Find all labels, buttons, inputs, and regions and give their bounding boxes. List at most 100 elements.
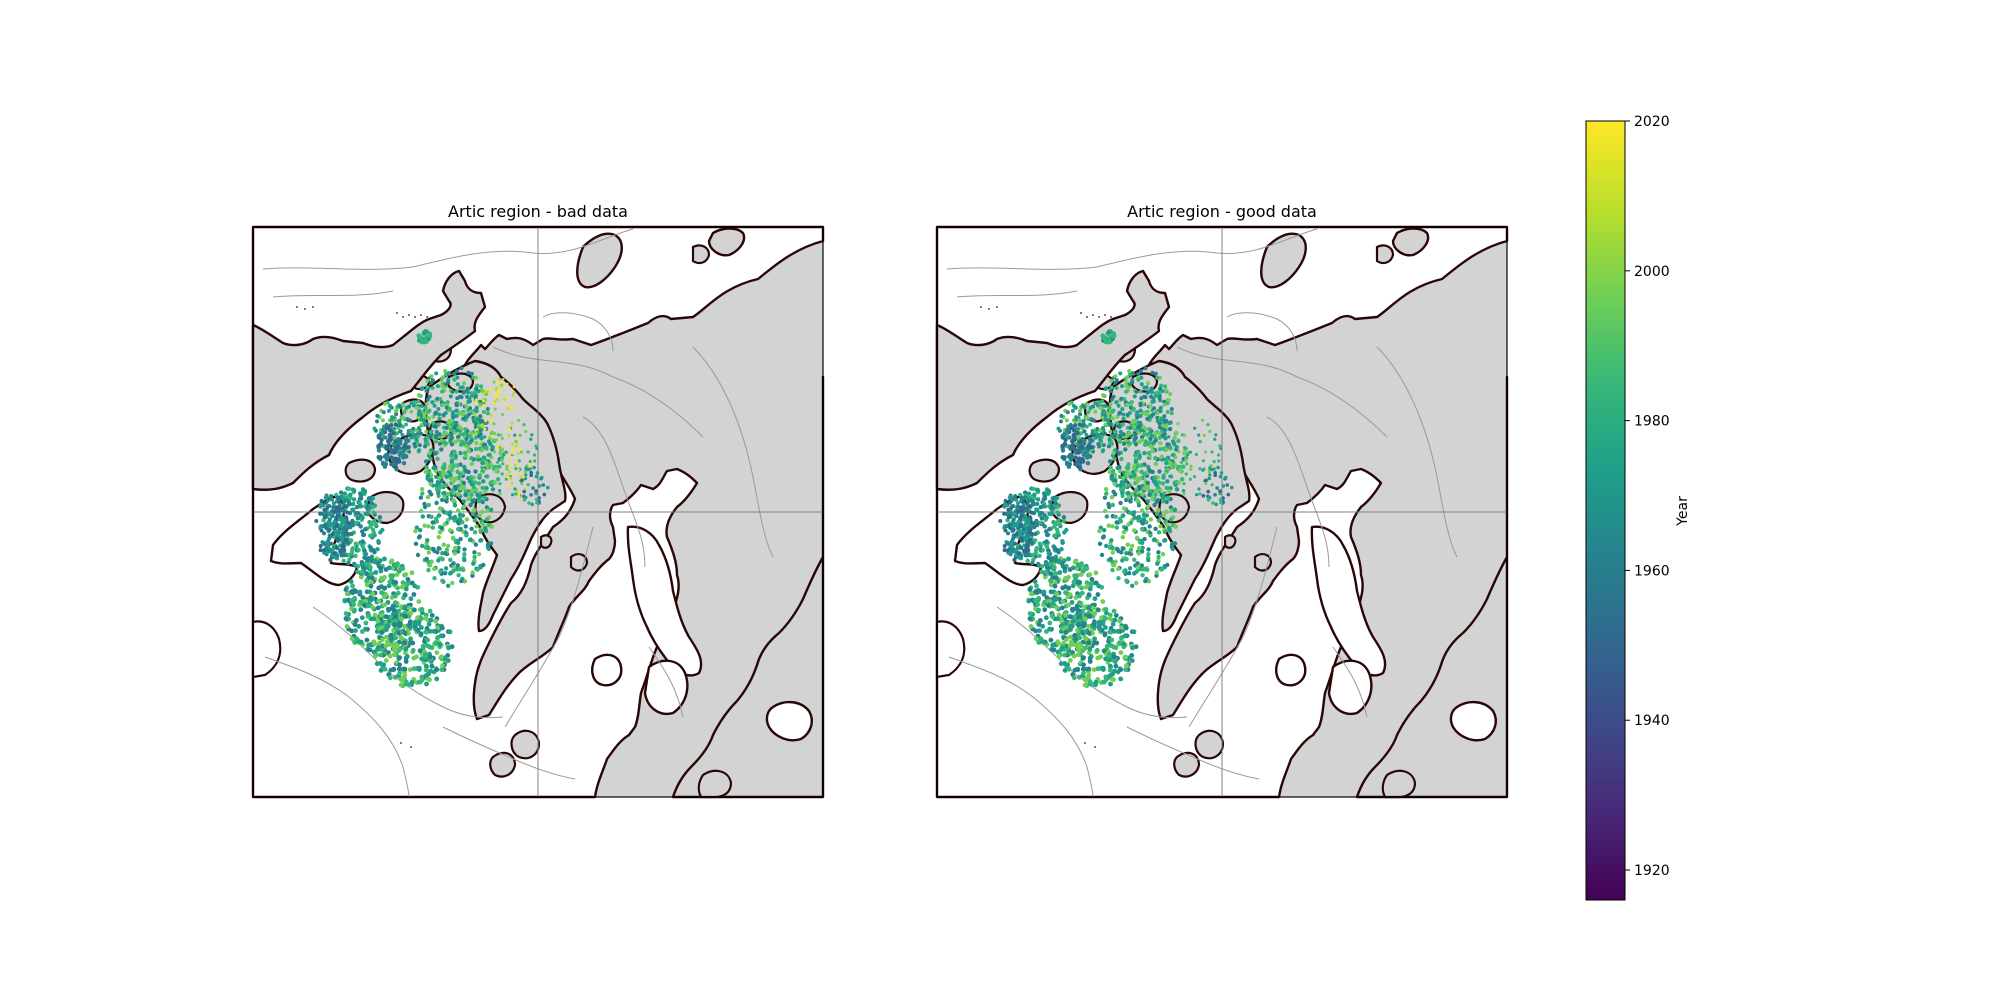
observation-point bbox=[1139, 549, 1145, 554]
observation-point bbox=[1056, 612, 1062, 618]
observation-point bbox=[501, 437, 504, 440]
panel-title-good: Artic region - good data bbox=[1127, 202, 1317, 221]
observation-point bbox=[365, 503, 370, 508]
observation-point bbox=[1084, 415, 1089, 420]
observation-point bbox=[1071, 675, 1077, 681]
observation-point bbox=[397, 655, 402, 660]
observation-point bbox=[327, 524, 332, 529]
observation-point bbox=[1096, 621, 1102, 626]
observation-point bbox=[380, 418, 385, 423]
observation-point bbox=[1025, 558, 1030, 563]
observation-point bbox=[458, 536, 463, 542]
observation-point bbox=[1077, 635, 1083, 641]
observation-point bbox=[1048, 571, 1054, 577]
observation-point bbox=[1050, 496, 1055, 501]
observation-point bbox=[468, 406, 473, 411]
observation-point bbox=[375, 413, 380, 418]
observation-point bbox=[417, 393, 422, 398]
observation-point bbox=[375, 547, 380, 552]
observation-point bbox=[473, 513, 479, 518]
observation-point bbox=[504, 396, 508, 400]
observation-point bbox=[1069, 445, 1074, 451]
observation-point bbox=[1098, 654, 1103, 660]
observation-point bbox=[1157, 469, 1162, 474]
observation-point bbox=[383, 401, 388, 406]
observation-point bbox=[505, 404, 509, 407]
observation-point bbox=[1127, 411, 1132, 415]
observation-point bbox=[322, 507, 327, 512]
observation-point bbox=[402, 630, 408, 636]
observation-point bbox=[450, 498, 456, 503]
observation-point bbox=[1107, 405, 1112, 410]
observation-point bbox=[1117, 410, 1122, 415]
observation-point bbox=[500, 472, 504, 476]
observation-point bbox=[1010, 540, 1015, 545]
observation-point bbox=[331, 504, 336, 509]
observation-point bbox=[400, 433, 405, 437]
observation-point bbox=[1070, 606, 1075, 612]
observation-point bbox=[364, 571, 370, 577]
observation-point bbox=[423, 615, 429, 621]
observation-point bbox=[1085, 403, 1090, 407]
observation-point bbox=[1014, 513, 1019, 519]
observation-point bbox=[411, 426, 416, 431]
observation-point bbox=[1136, 551, 1142, 556]
observation-point bbox=[417, 408, 422, 413]
observation-point bbox=[1095, 403, 1100, 408]
observation-point bbox=[1081, 662, 1086, 668]
observation-point bbox=[1030, 552, 1036, 558]
observation-point bbox=[444, 510, 449, 515]
observation-point bbox=[451, 479, 456, 484]
observation-point bbox=[1056, 550, 1061, 555]
observation-point bbox=[348, 579, 354, 584]
observation-point bbox=[1183, 433, 1187, 437]
observation-point bbox=[1111, 394, 1116, 399]
observation-point bbox=[1170, 453, 1174, 457]
observation-point bbox=[535, 500, 539, 505]
observation-point bbox=[1110, 416, 1115, 421]
observation-point bbox=[409, 409, 414, 414]
observation-point bbox=[1132, 473, 1137, 478]
observation-point bbox=[506, 475, 510, 479]
observation-point bbox=[411, 592, 417, 597]
observation-point bbox=[1155, 410, 1160, 415]
observation-point bbox=[479, 384, 484, 389]
observation-point bbox=[488, 388, 492, 392]
observation-point bbox=[1112, 617, 1118, 623]
observation-point bbox=[403, 659, 409, 664]
observation-point bbox=[1158, 524, 1163, 529]
observation-point bbox=[428, 563, 433, 568]
observation-point bbox=[1134, 498, 1140, 503]
observation-point bbox=[1100, 426, 1105, 430]
observation-point bbox=[1106, 413, 1111, 418]
observation-point bbox=[1037, 628, 1042, 633]
observation-point bbox=[366, 612, 372, 618]
observation-point bbox=[450, 422, 455, 427]
observation-point bbox=[1052, 597, 1058, 603]
observation-point bbox=[324, 546, 329, 551]
observation-point bbox=[484, 419, 488, 423]
observation-point bbox=[403, 586, 409, 592]
observation-point bbox=[496, 460, 500, 464]
observation-point bbox=[376, 443, 381, 449]
observation-point bbox=[1072, 428, 1077, 433]
observation-point bbox=[1048, 582, 1054, 588]
observation-point bbox=[459, 366, 464, 371]
observation-point bbox=[393, 422, 398, 427]
observation-point bbox=[478, 538, 483, 543]
observation-point bbox=[383, 643, 389, 649]
observation-point bbox=[1206, 423, 1210, 427]
observation-point bbox=[418, 495, 424, 500]
observation-point bbox=[1170, 546, 1175, 552]
observation-point bbox=[1027, 532, 1032, 537]
observation-point bbox=[507, 434, 511, 437]
observation-point bbox=[1035, 602, 1040, 607]
observation-point bbox=[1214, 502, 1218, 507]
observation-point bbox=[343, 525, 348, 530]
observation-point bbox=[386, 565, 392, 571]
observation-point bbox=[335, 536, 339, 541]
observation-point bbox=[1063, 590, 1068, 595]
observation-point bbox=[1033, 628, 1039, 634]
observation-point bbox=[474, 400, 478, 404]
